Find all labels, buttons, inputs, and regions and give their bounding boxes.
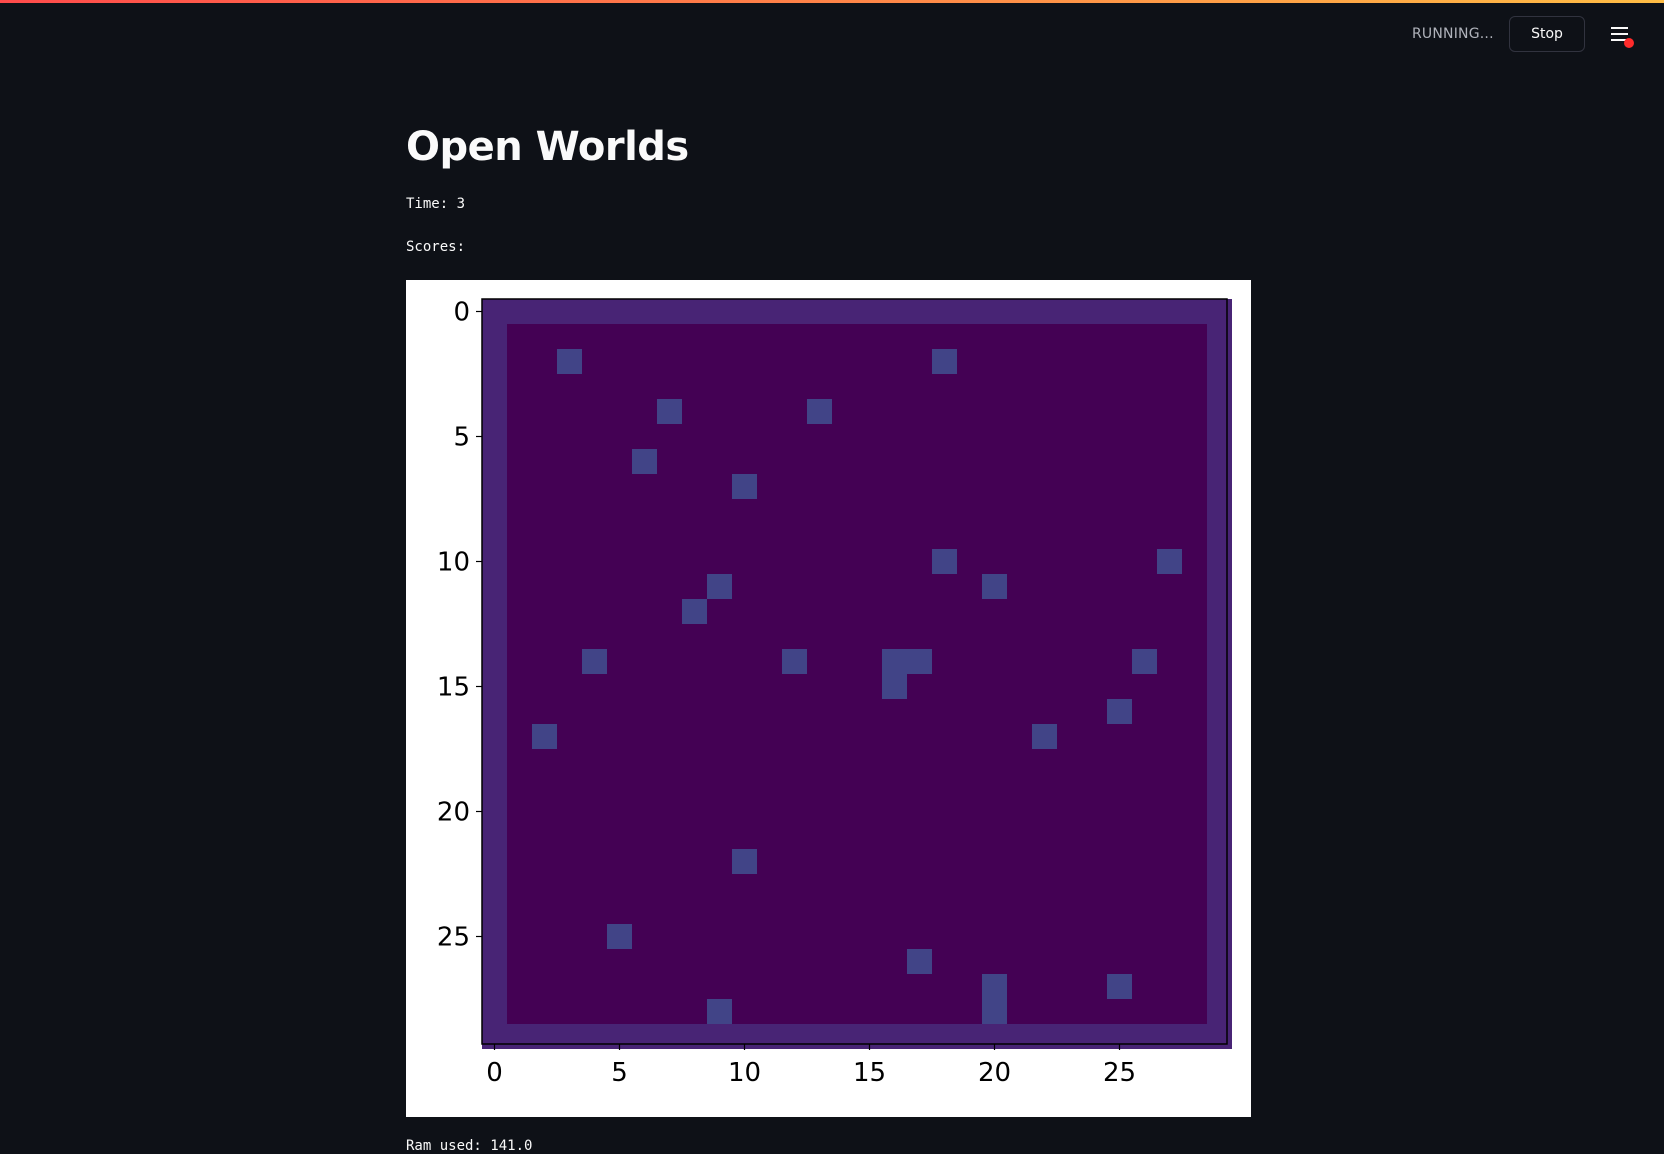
x-tick-label: 10 <box>728 1058 761 1088</box>
heatmap-cell <box>1107 699 1132 724</box>
x-tick-label: 15 <box>853 1058 886 1088</box>
ram-text: Ram used: 141.0 <box>406 1138 533 1154</box>
time-text: Time: 3 <box>406 196 466 212</box>
heatmap-cell <box>807 399 832 424</box>
heatmap-cell <box>632 449 657 474</box>
heatmap-cell <box>657 399 682 424</box>
heatmap-cell <box>607 924 632 949</box>
world-plot: 0 5 10 15 20 25 0 5 10 15 20 25 <box>406 280 1251 1117</box>
heatmap-cell <box>682 599 707 624</box>
heatmap-cell <box>982 974 1007 999</box>
heatmap-cell <box>582 649 607 674</box>
running-status: RUNNING... <box>1412 26 1494 42</box>
heatmap-cell <box>707 574 732 599</box>
y-tick-label: 20 <box>437 798 470 828</box>
heatmap-cell <box>732 849 757 874</box>
heatmap-cell <box>932 349 957 374</box>
hamburger-menu-icon[interactable] <box>1610 24 1634 48</box>
heatmap-cell <box>907 949 932 974</box>
heatmap-cell <box>982 574 1007 599</box>
heatmap-cell <box>782 649 807 674</box>
notification-dot <box>1624 38 1634 48</box>
world-heatmap: 0 5 10 15 20 25 0 5 10 15 20 25 <box>437 298 1232 1088</box>
x-tick-label: 25 <box>1103 1058 1136 1088</box>
heatmap-cell <box>882 649 907 674</box>
heatmap-background <box>507 324 1207 1024</box>
heatmap-cell <box>982 999 1007 1024</box>
heatmap-cell <box>907 649 932 674</box>
heatmap-cell <box>1107 974 1132 999</box>
heatmap-cell <box>932 549 957 574</box>
heatmap-cell <box>882 674 907 699</box>
y-tick-label: 0 <box>453 298 470 328</box>
heatmap-cell <box>1032 724 1057 749</box>
scores-text: Scores: <box>406 239 466 255</box>
heatmap-cell <box>1157 549 1182 574</box>
heatmap-cell <box>1132 649 1157 674</box>
y-tick-label: 25 <box>437 923 470 953</box>
x-tick-label: 20 <box>978 1058 1011 1088</box>
top-decoration-bar <box>0 0 1664 3</box>
y-tick-label: 10 <box>437 548 470 578</box>
heatmap-cell <box>732 474 757 499</box>
heatmap-cell <box>532 724 557 749</box>
page-title: Open Worlds <box>406 124 689 170</box>
heatmap-cell <box>557 349 582 374</box>
y-tick-label: 15 <box>437 673 470 703</box>
heatmap-cell <box>707 999 732 1024</box>
x-tick-label: 0 <box>486 1058 503 1088</box>
y-tick-label: 5 <box>453 423 470 453</box>
axes-frame <box>481 298 1228 1045</box>
x-tick-label: 5 <box>611 1058 628 1088</box>
stop-button[interactable]: Stop <box>1509 16 1585 52</box>
